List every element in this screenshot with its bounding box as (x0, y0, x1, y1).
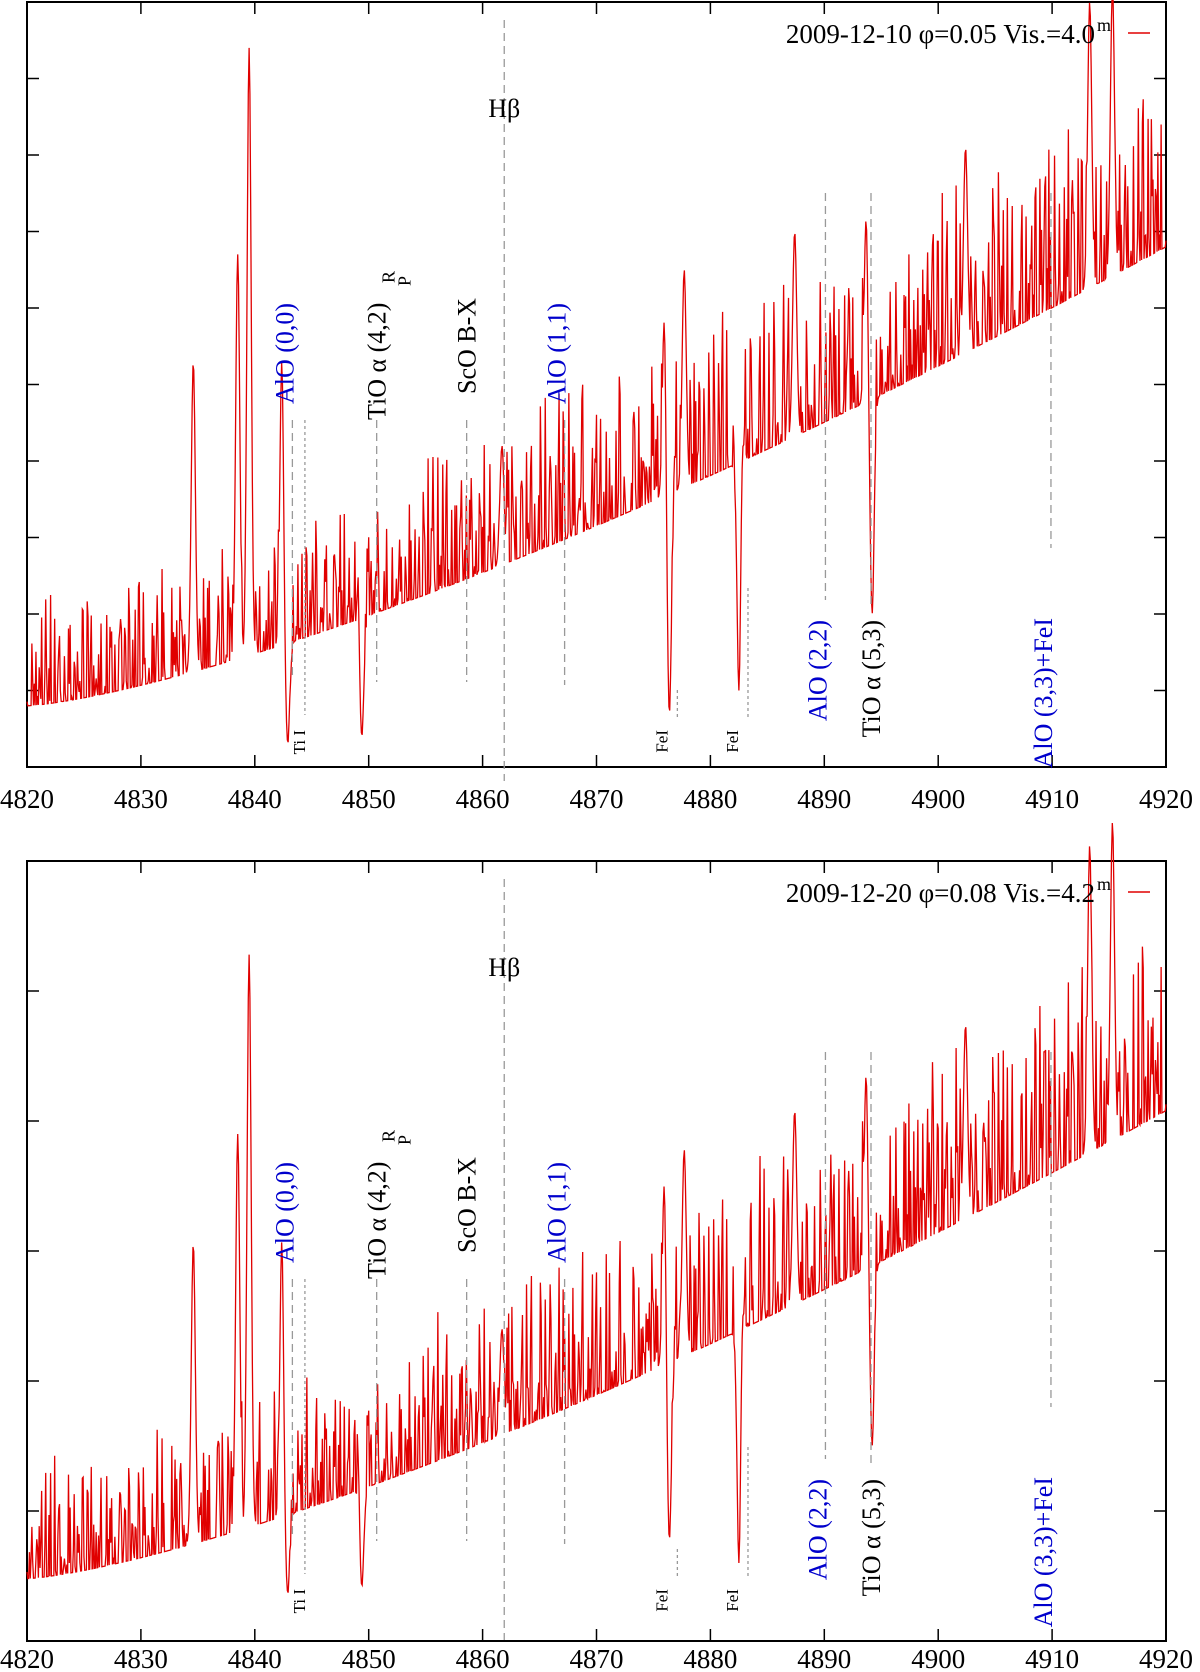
x-tick-label: 4880 (683, 784, 737, 814)
x-tick-label: 4880 (683, 1644, 737, 1672)
x-tick-label: 4910 (1025, 1644, 1079, 1672)
marker-sub-label: R (379, 271, 399, 283)
x-tick-label: 4890 (797, 784, 851, 814)
marker-label: AlO (1,1) (543, 1162, 572, 1263)
spectrum-line (26, 822, 1167, 1593)
marker-label: AlO (3,3)+FeI (1029, 618, 1058, 768)
marker-label: AlO (0,0) (270, 303, 299, 404)
x-tick-label: 4900 (911, 784, 965, 814)
x-tick-label: 4920 (1139, 1644, 1193, 1672)
chart-title-superscript: m (1097, 15, 1111, 35)
marker-label: AlO (1,1) (543, 303, 572, 404)
marker-label: ScO B-X (453, 1157, 482, 1253)
x-tick-label: 4840 (228, 784, 282, 814)
marker-label: Hβ (488, 94, 520, 123)
x-tick-label: 4830 (114, 1644, 168, 1672)
panel-bottom: 4820 4830 4840 4850 4860 4870 4880 4890 4900 4910… (0, 822, 1193, 1672)
marker-label: FeI (723, 730, 742, 753)
x-tick-label: 4870 (570, 1644, 624, 1672)
marker-label: TiO α (4,2) (363, 1162, 392, 1279)
panel-top: 4820 4830 4840 4850 4860 4870 4880 4890 4900 4910… (0, 0, 1193, 814)
x-tick-label: 4820 (0, 1644, 54, 1672)
marker-label: AlO (2,2) (803, 620, 832, 721)
marker-label: TiO α (5,3) (857, 620, 886, 737)
marker-label: TiO α (5,3) (857, 1479, 886, 1596)
marker-label: FeI (723, 1589, 742, 1612)
chart-title: 2009-12-10 φ=0.05 Vis.=4.0 (786, 19, 1095, 49)
x-tick-label: 4860 (456, 1644, 510, 1672)
spectrum-line (26, 0, 1167, 743)
marker-label: AlO (3,3)+FeI (1029, 1477, 1058, 1627)
marker-label: FeI (652, 1589, 671, 1612)
marker-label: ScO B-X (453, 298, 482, 394)
marker-label: AlO (0,0) (270, 1162, 299, 1263)
x-tick-label: 4920 (1139, 784, 1193, 814)
chart-title: 2009-12-20 φ=0.08 Vis.=4.2 (786, 878, 1095, 908)
x-tick-label: 4850 (342, 784, 396, 814)
x-tick-label: 4900 (911, 1644, 965, 1672)
x-tick-label: 4910 (1025, 784, 1079, 814)
x-tick-label: 4870 (570, 784, 624, 814)
x-tick-label: 4850 (342, 1644, 396, 1672)
x-tick-label: 4820 (0, 784, 54, 814)
marker-label: TiO α (4,2) (363, 303, 392, 420)
x-tick-label: 4840 (228, 1644, 282, 1672)
marker-label: Ti I (290, 1589, 309, 1614)
marker-sub-label: R (379, 1130, 399, 1142)
marker-label: AlO (2,2) (803, 1479, 832, 1580)
x-tick-label: 4830 (114, 784, 168, 814)
marker-sub-label: P (395, 1135, 415, 1145)
x-tick-label: 4860 (456, 784, 510, 814)
marker-label: Ti I (290, 730, 309, 755)
marker-label: FeI (652, 730, 671, 753)
chart-title-superscript: m (1097, 874, 1111, 894)
x-tick-label: 4890 (797, 1644, 851, 1672)
marker-label: Hβ (488, 953, 520, 982)
marker-sub-label: P (395, 276, 415, 286)
